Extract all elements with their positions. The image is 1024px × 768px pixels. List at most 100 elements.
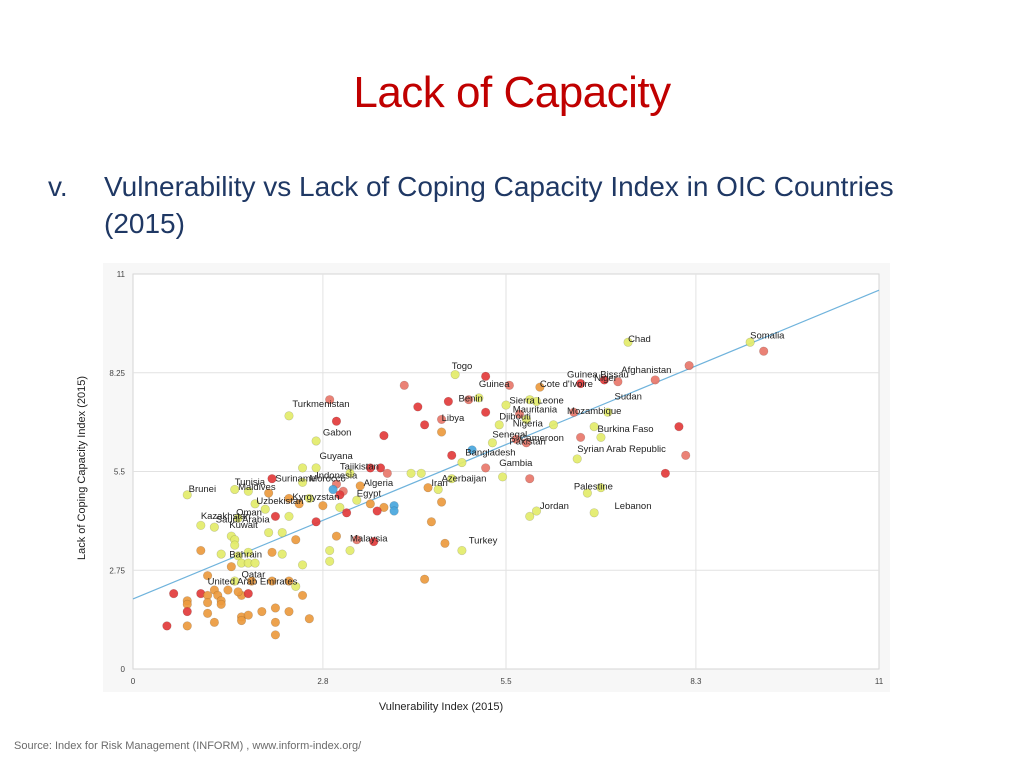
country-label: Mauritania: [513, 404, 558, 415]
data-point: [457, 457, 467, 468]
country-label: Somalia: [750, 331, 785, 342]
country-label: Bangladesh: [465, 447, 515, 458]
data-point: [548, 420, 559, 430]
y-tick-label: 11: [117, 270, 126, 279]
data-point: [270, 630, 281, 640]
country-label: Brunei: [189, 484, 216, 495]
data-point: [436, 427, 447, 437]
data-point: [297, 590, 308, 600]
data-point: [603, 407, 613, 417]
trendline-layer: [132, 289, 880, 600]
data-point: [511, 434, 521, 444]
data-point: [481, 407, 491, 417]
data-point: [379, 430, 389, 441]
data-point: [498, 472, 508, 482]
data-point: [304, 614, 314, 624]
data-point: [318, 501, 328, 511]
data-point: [202, 608, 213, 618]
list-marker: v.: [48, 171, 68, 202]
data-point: [243, 486, 253, 496]
data-point: [209, 617, 219, 627]
data-point: [440, 538, 450, 548]
data-point: [525, 395, 535, 405]
data-point: [423, 483, 433, 493]
data-point: [369, 536, 379, 547]
data-point: [270, 603, 281, 613]
data-point: [426, 517, 437, 527]
country-label: Uzbekistan: [256, 496, 303, 507]
data-point: [250, 499, 260, 509]
data-point: [433, 484, 443, 495]
data-point: [284, 576, 294, 586]
slide-title: Lack of Capacity: [353, 68, 671, 117]
data-point: [243, 588, 253, 599]
data-point: [182, 490, 192, 500]
y-tick-label: 0: [121, 665, 126, 674]
data-point: [681, 450, 691, 460]
data-point: [759, 346, 769, 356]
data-point: [216, 599, 226, 609]
country-label: Suriname: [275, 474, 316, 485]
data-point: [291, 581, 301, 592]
country-label: Guinea Bissau: [567, 369, 629, 380]
data-point: [399, 380, 409, 390]
country-label: Kuwait: [229, 520, 258, 531]
data-point: [311, 517, 321, 527]
data-point: [372, 506, 382, 516]
data-point: [202, 571, 213, 581]
data-point: [342, 508, 352, 518]
data-point: [525, 474, 535, 484]
data-point: [457, 545, 467, 556]
data-point: [521, 438, 531, 448]
data-point: [494, 420, 504, 430]
y-tick-label: 8.25: [109, 369, 125, 378]
country-label: Tunisia: [235, 477, 266, 488]
data-point: [447, 450, 457, 460]
x-tick-label: 0: [131, 677, 136, 686]
country-label: Benin: [459, 393, 483, 404]
data-point: [501, 400, 511, 410]
data-point: [247, 576, 257, 586]
data-point: [264, 527, 274, 538]
points-layer: [162, 337, 769, 640]
data-point: [226, 562, 236, 572]
country-label: Mozambique: [567, 406, 621, 417]
data-point: [660, 468, 670, 478]
country-label: Sudan: [615, 392, 642, 403]
data-point: [450, 369, 460, 380]
data-point: [277, 549, 287, 559]
country-label: Egypt: [357, 489, 382, 500]
country-label: Kyrgyzstan: [292, 492, 339, 503]
data-point: [331, 416, 342, 426]
country-label: Malaysia: [350, 534, 388, 545]
data-point: [162, 621, 172, 631]
data-point: [582, 488, 592, 498]
data-point: [325, 545, 335, 556]
country-label: Lebanon: [615, 501, 652, 512]
data-point: [436, 497, 447, 507]
data-point: [243, 610, 253, 620]
data-point: [521, 414, 531, 425]
data-point: [270, 511, 281, 521]
data-point: [481, 371, 491, 381]
data-point: [487, 438, 498, 448]
subtitle-text: Vulnerability vs Lack of Coping Capacity…: [104, 171, 894, 239]
data-point: [525, 511, 535, 521]
data-point: [613, 377, 623, 387]
data-point: [284, 606, 294, 617]
data-point: [576, 432, 586, 442]
data-point: [182, 621, 192, 631]
y-axis-label: Lack of Coping Capacity Index (2015): [76, 375, 88, 561]
data-point: [596, 432, 606, 442]
country-label: Cameroon: [520, 433, 564, 444]
data-point: [569, 407, 579, 417]
data-point: [260, 504, 270, 514]
grid-layer: [132, 273, 880, 670]
data-point: [745, 337, 755, 347]
data-point: [304, 493, 314, 504]
data-point: [284, 511, 294, 521]
data-point: [504, 380, 514, 390]
data-point: [230, 484, 240, 495]
country-label: Togo: [452, 361, 473, 372]
